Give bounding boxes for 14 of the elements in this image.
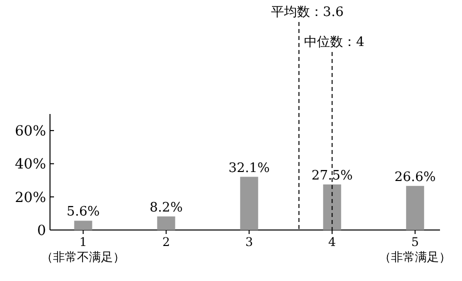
ytick: 20% — [14, 190, 46, 206]
value-label: 5.6% — [66, 204, 100, 220]
value-label: 27.5% — [311, 168, 353, 184]
ytick: 40% — [14, 156, 46, 173]
value-label: 26.6% — [394, 170, 436, 185]
ytick: 60% — [14, 124, 46, 140]
value-label: 8.2% — [150, 200, 183, 216]
value-label: 32.1% — [228, 160, 270, 176]
ref-label: 中位数：4 — [304, 35, 364, 50]
xtick: 5 （非常满足） — [379, 235, 452, 264]
xtick: 3 — [245, 235, 253, 249]
xtick: 2 — [162, 235, 170, 249]
ref-label: 平均数：3.6 — [270, 5, 344, 20]
xtick: 4 — [328, 235, 336, 249]
